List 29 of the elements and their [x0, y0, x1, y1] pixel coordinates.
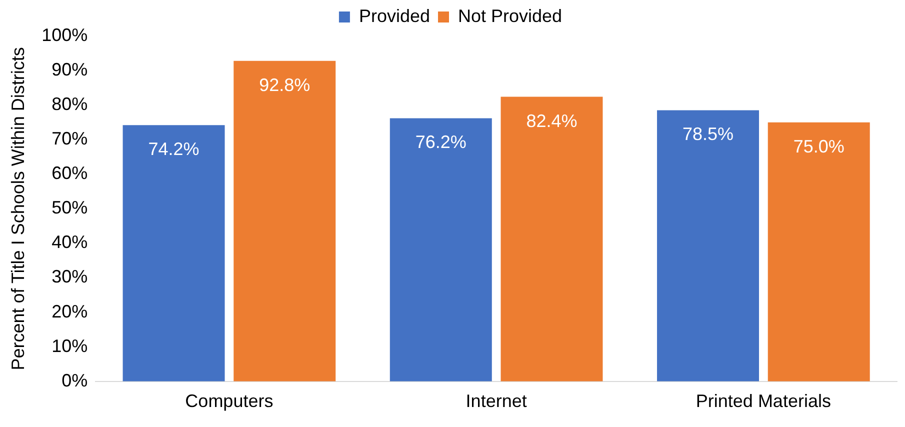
bar [768, 122, 870, 382]
y-tick-label: 90% [52, 60, 88, 80]
bar [122, 125, 225, 382]
x-tick-label: Internet [466, 391, 527, 412]
bar [657, 110, 760, 382]
bar [234, 60, 336, 382]
y-tick-label: 10% [52, 336, 88, 356]
data-label: 92.8% [259, 74, 310, 95]
x-tick-label: Printed Materials [696, 391, 831, 412]
y-tick-label: 40% [52, 232, 88, 252]
y-tick-label: 100% [42, 24, 88, 45]
bar [500, 96, 603, 382]
y-tick-label: 20% [52, 301, 88, 322]
data-label: 75.0% [793, 136, 844, 156]
data-label: 74.2% [148, 139, 200, 160]
y-tick-label: 0% [62, 370, 88, 390]
legend-label: Provided [358, 6, 430, 26]
data-label: 78.5% [682, 124, 734, 144]
y-tick-label: 60% [52, 163, 88, 184]
y-axis-title: Percent of Title I Schools Within Districts [8, 47, 28, 370]
y-tick-label: 30% [52, 266, 88, 287]
y-tick-label: 80% [52, 94, 88, 114]
data-label: 76.2% [415, 132, 466, 152]
data-label: 82.4% [526, 110, 578, 131]
bar [390, 118, 492, 382]
y-tick-label: 70% [52, 128, 88, 149]
y-tick-label: 50% [52, 198, 88, 218]
x-tick-label: Computers [185, 391, 274, 412]
legend-label: Not Provided [458, 6, 562, 26]
